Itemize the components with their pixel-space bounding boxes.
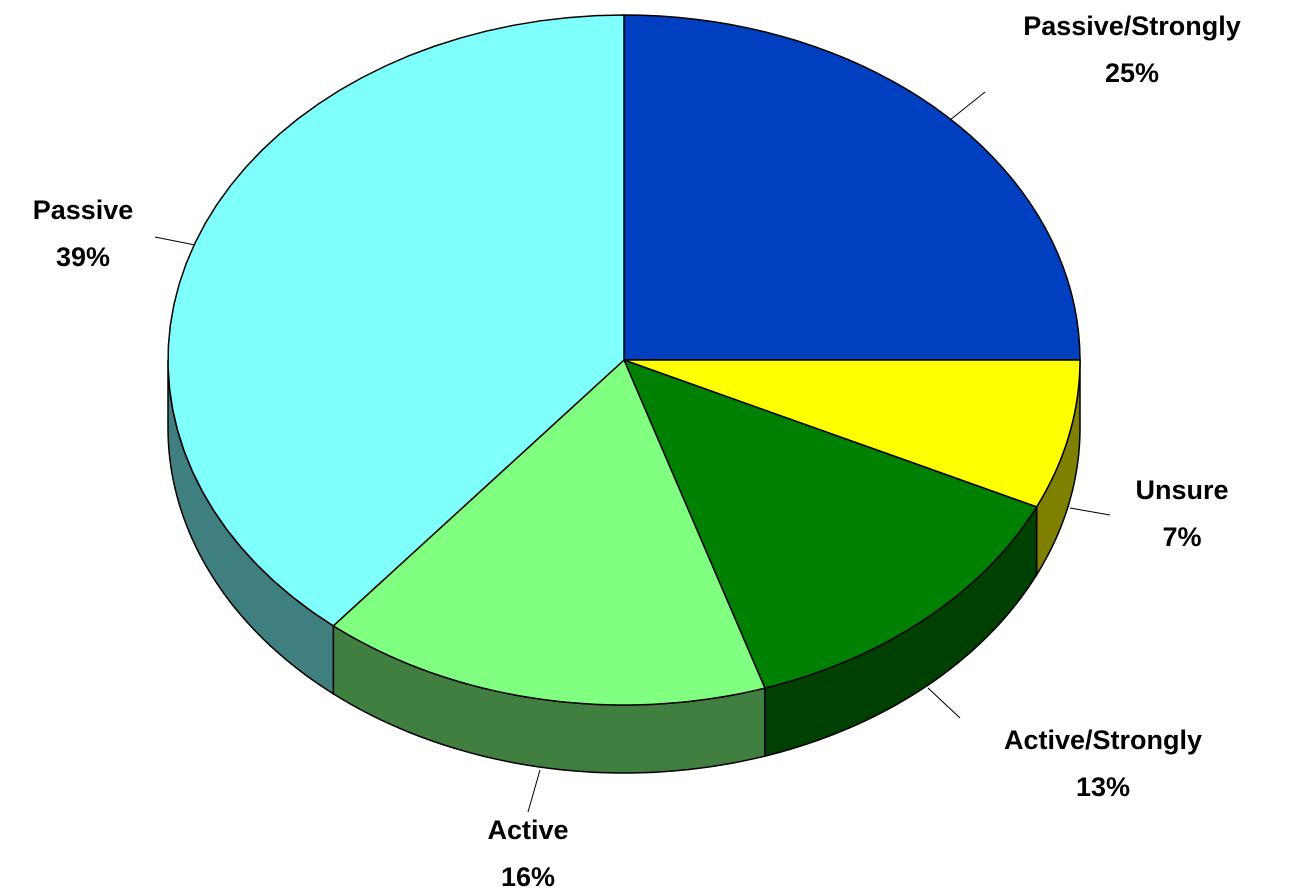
slice-label: Passive/Strongly: [1023, 11, 1241, 41]
leader-line: [949, 91, 986, 121]
slice-label: Active/Strongly: [1004, 725, 1202, 755]
slice-label: Active: [487, 815, 568, 845]
slice-value-label: 7%: [1162, 522, 1201, 552]
slice-value-label: 16%: [501, 862, 555, 892]
leader-line: [1069, 507, 1111, 516]
leader-line: [154, 236, 196, 246]
slice-value-label: 13%: [1076, 772, 1130, 802]
slice: [622, 358, 1038, 689]
slice-value-label: 25%: [1105, 58, 1159, 88]
slice-label: Passive: [33, 195, 134, 225]
slice: [623, 359, 1081, 508]
leader-line: [527, 769, 541, 813]
slice-label: Unsure: [1135, 475, 1228, 505]
leader-line: [927, 687, 961, 719]
slice: [167, 14, 625, 627]
slice: [623, 14, 1081, 361]
slice: [332, 358, 766, 706]
slice-value-label: 39%: [56, 242, 110, 272]
